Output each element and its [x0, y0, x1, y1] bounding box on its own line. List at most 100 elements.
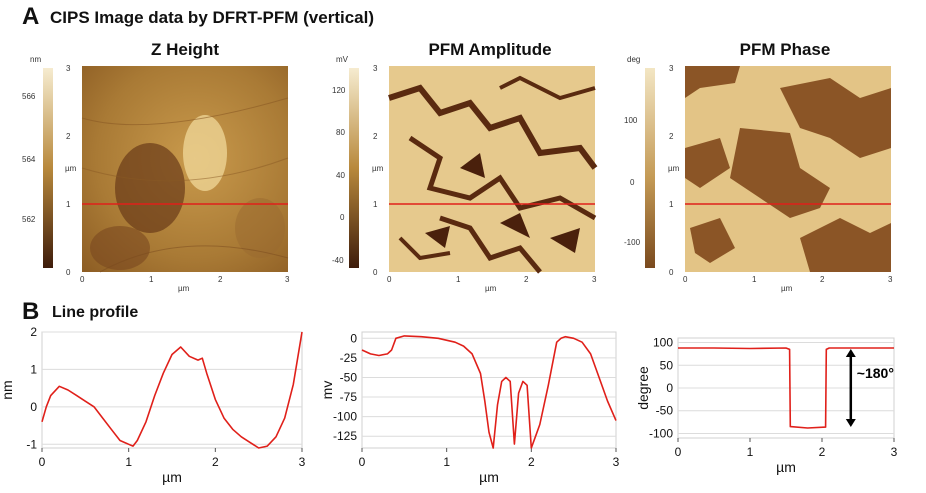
profile-line	[678, 347, 894, 429]
z-height-x-tick: 2	[218, 275, 223, 284]
pfm-amplitude-y-tick: 0	[373, 268, 378, 277]
x-tick-label: 0	[39, 455, 46, 469]
x-tick-label: 1	[125, 455, 132, 469]
x-tick-label: 0	[359, 455, 366, 469]
y-tick-label: -50	[340, 370, 358, 384]
pfm-amplitude-cb-tick: 40	[336, 171, 345, 180]
pfm-amplitude-x-tick: 3	[592, 275, 597, 284]
panel-b-title: Line profile	[52, 304, 139, 321]
y-axis-label: degree	[635, 366, 651, 410]
z-height-cb-tick: 566	[22, 92, 36, 101]
x-tick-label: 1	[443, 455, 450, 469]
x-tick-label: 3	[299, 455, 306, 469]
pfm-phase-y-tick: 1	[669, 200, 674, 209]
y-tick-label: 2	[30, 325, 37, 339]
pfm-phase-cb-tick: -100	[624, 238, 641, 247]
panel-b-letter: B	[22, 298, 40, 325]
y-tick-label: -125	[333, 429, 357, 443]
pfm-amplitude-cb-tick: -40	[332, 256, 344, 265]
y-tick-label: 1	[30, 362, 37, 376]
pfm-phase-cb-tick: 100	[624, 116, 638, 125]
x-tick-label: 0	[675, 445, 682, 459]
z-height-title: Z Height	[151, 40, 219, 59]
plot-frame	[41, 331, 303, 449]
pfm-phase-y-tick: 2	[669, 132, 674, 141]
z-height-x-tick: 1	[149, 275, 154, 284]
pfm-amplitude-cb-tick: 80	[336, 128, 345, 137]
pfm-amplitude-cb-tick: 0	[340, 213, 345, 222]
z-height-x-tick: 0	[80, 275, 85, 284]
pfm-phase-y-unit: µm	[668, 164, 680, 173]
pfm-amplitude-x-tick: 0	[387, 275, 392, 284]
pfm-amplitude-y-tick: 3	[373, 64, 378, 73]
pfm-amplitude-cb-tick: 120	[332, 86, 346, 95]
z-height-colorbar-unit: nm	[30, 55, 42, 64]
z-height-y-unit: µm	[65, 164, 77, 173]
z-height-x-tick: 3	[285, 275, 290, 284]
pfm-phase-image	[645, 66, 891, 272]
y-tick-label: 50	[660, 358, 674, 372]
y-tick-label: -100	[649, 426, 673, 440]
pfm-phase-x-tick: 2	[820, 275, 825, 284]
annotation-arrow-head-down	[845, 419, 856, 427]
x-tick-label: 2	[528, 455, 535, 469]
pfm-amplitude-y-tick: 2	[373, 132, 378, 141]
annotation-label: ~180°	[857, 365, 894, 381]
x-tick-label: 2	[819, 445, 826, 459]
x-tick-label: 2	[212, 455, 219, 469]
y-tick-label: -50	[656, 404, 674, 418]
plot-frame	[361, 331, 617, 449]
pfm-amplitude-x-tick: 1	[456, 275, 461, 284]
pfm-phase-title: PFM Phase	[739, 40, 831, 59]
y-tick-label: 0	[666, 381, 673, 395]
y-axis-label: mv	[319, 381, 335, 400]
pfm-amplitude-title: PFM Amplitude	[428, 40, 552, 59]
panel-a-letter: A	[22, 3, 40, 30]
z-height-colorbar	[43, 68, 53, 268]
z-height-y-tick: 2	[66, 132, 71, 141]
z-height-x-unit: µm	[178, 284, 190, 293]
pfm-amplitude-x-tick: 2	[524, 275, 529, 284]
z-height-image	[43, 66, 289, 273]
z-height-y-tick: 0	[66, 268, 71, 277]
y-tick-label: -100	[333, 410, 357, 424]
profile-line	[361, 335, 617, 449]
x-tick-label: 3	[613, 455, 620, 469]
y-tick-label: -1	[26, 437, 37, 451]
z-height-cb-tick: 564	[22, 155, 36, 164]
x-tick-label: 1	[747, 445, 754, 459]
pfm-amplitude-colorbar	[349, 68, 359, 268]
x-axis-label: µm	[479, 469, 499, 485]
y-tick-label: 100	[653, 336, 673, 350]
pfm-phase-x-tick: 3	[888, 275, 893, 284]
pfm-phase-y-tick: 0	[669, 268, 674, 277]
pfm-phase-colorbar-unit: deg	[627, 55, 641, 64]
pfm-phase-cb-tick: 0	[630, 178, 635, 187]
pfm-amplitude-y-unit: µm	[372, 164, 384, 173]
pfm-amplitude-y-tick: 1	[373, 200, 378, 209]
panel-a-title: CIPS Image data by DFRT-PFM (vertical)	[50, 8, 375, 27]
pfm-amplitude-x-unit: µm	[485, 284, 497, 293]
z-height-cb-tick: 562	[22, 215, 36, 224]
y-axis-label: nm	[0, 380, 15, 399]
x-tick-label: 3	[891, 445, 898, 459]
y-tick-label: -75	[340, 390, 358, 404]
pfm-phase-x-unit: µm	[781, 284, 793, 293]
annotation-arrow-head-up	[845, 349, 856, 357]
z-height-y-tick: 3	[66, 64, 71, 73]
afm-images	[43, 66, 891, 274]
y-tick-label: -25	[340, 351, 358, 365]
pfm-amplitude-image	[349, 66, 598, 274]
pfm-amplitude-colorbar-unit: mV	[336, 55, 348, 64]
x-axis-label: µm	[776, 459, 796, 475]
pfm-phase-x-tick: 0	[683, 275, 688, 284]
y-tick-label: 0	[30, 400, 37, 414]
x-axis-label: µm	[162, 469, 182, 485]
y-tick-label: 0	[350, 331, 357, 345]
pfm-phase-y-tick: 3	[669, 64, 674, 73]
pfm-phase-colorbar	[645, 68, 655, 268]
profile-line	[41, 331, 303, 449]
z-height-y-tick: 1	[66, 200, 71, 209]
pfm-phase-x-tick: 1	[752, 275, 757, 284]
